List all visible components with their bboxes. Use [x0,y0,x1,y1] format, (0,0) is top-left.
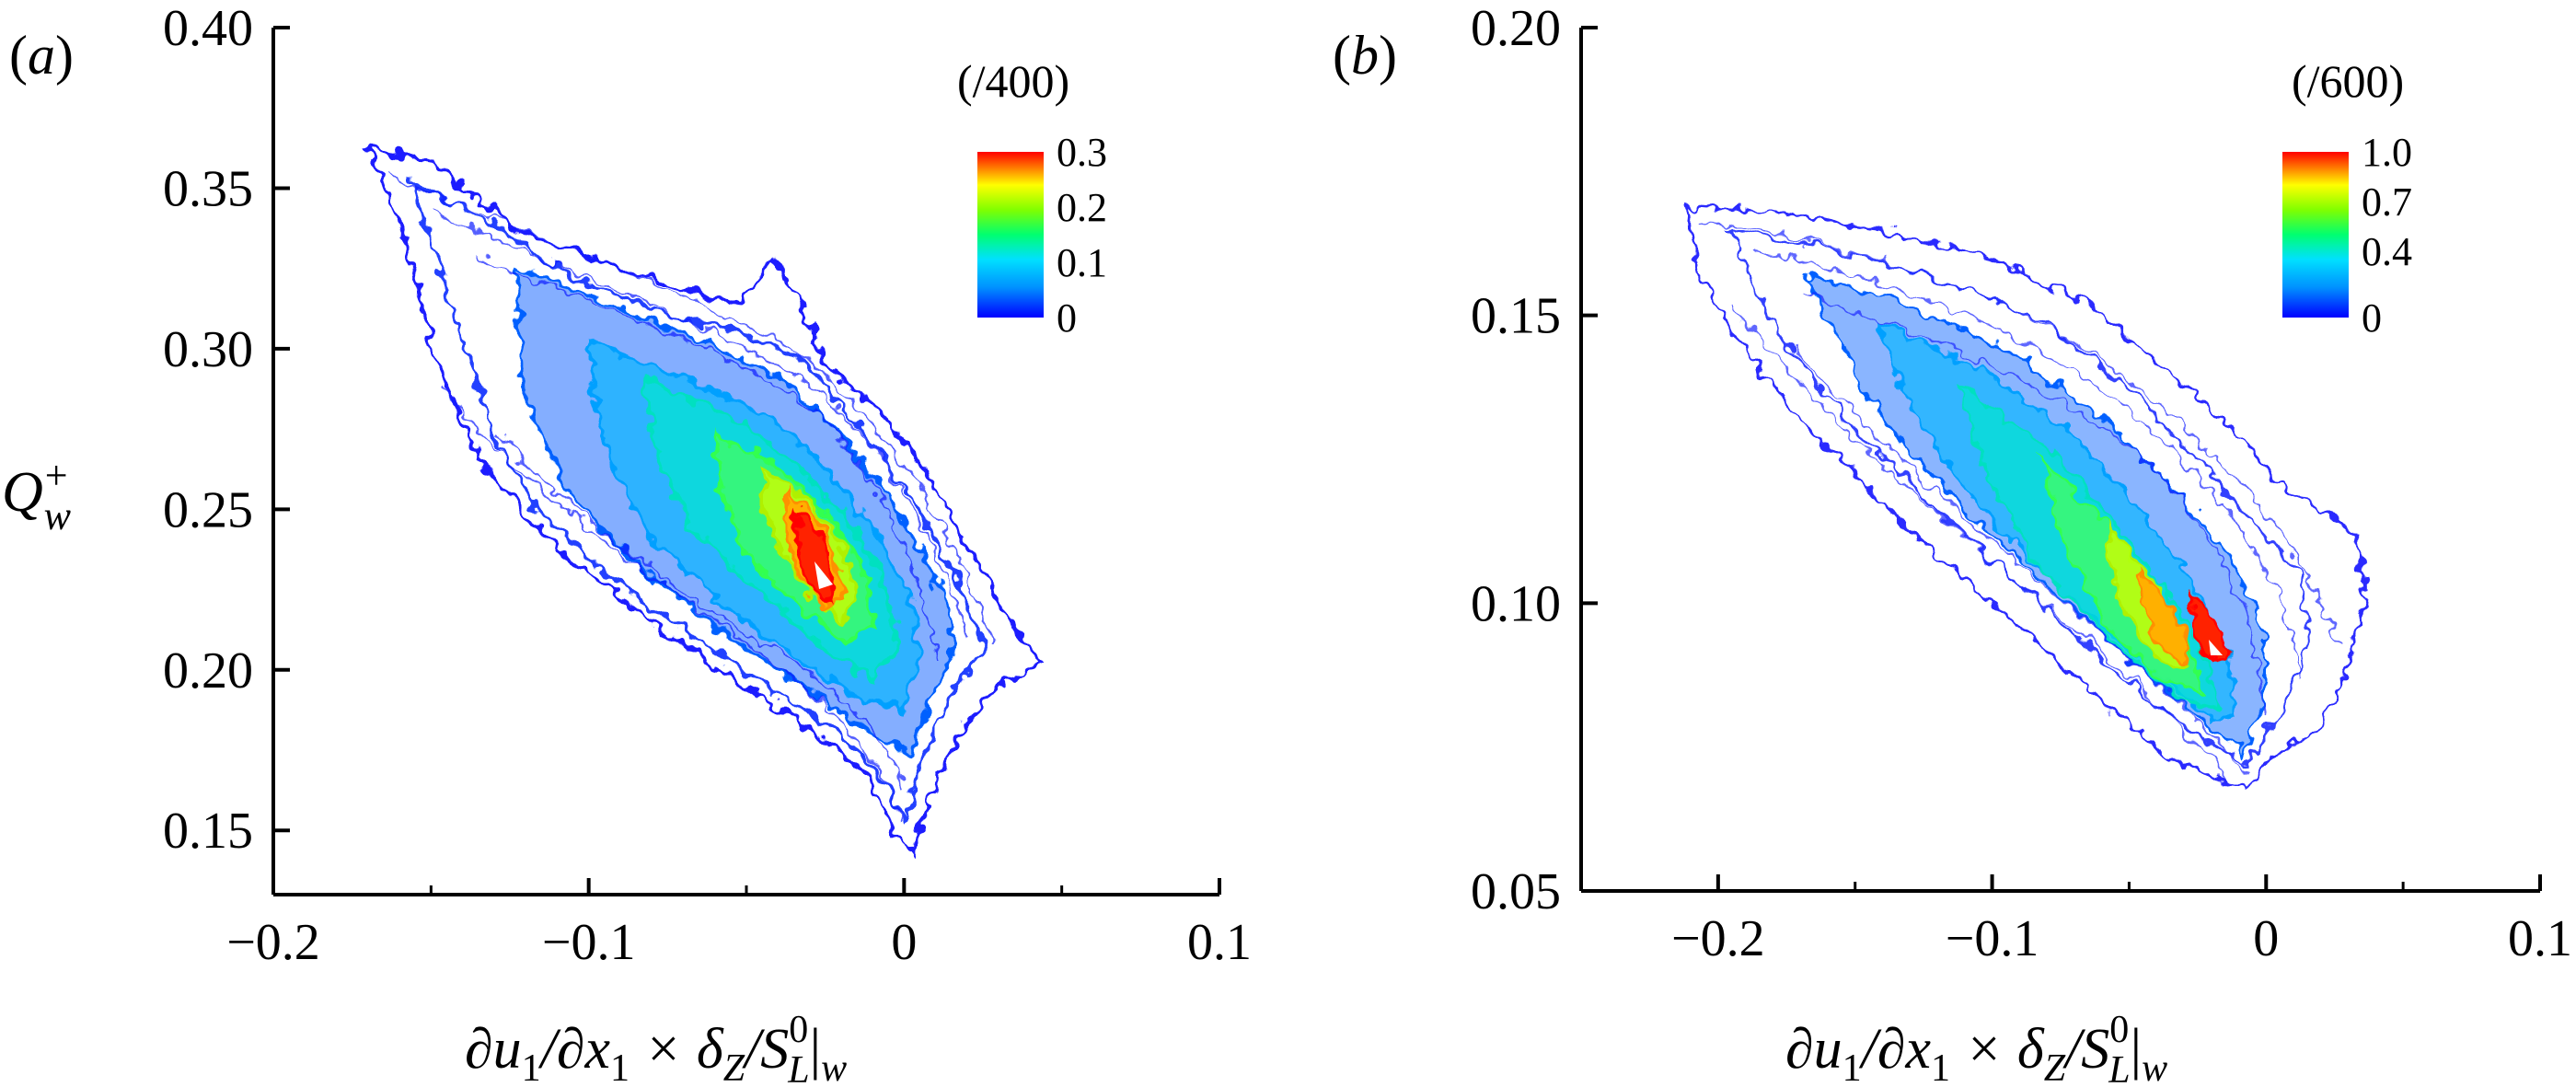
panel-b-ytick-label: 0.10 [1471,575,1561,632]
panel-b-xtick-label: −0.2 [1671,910,1765,967]
panel-b-ytick-label: 0.05 [1471,863,1561,920]
panel-b-axes [1579,28,2540,893]
panel-b-xticks: −0.2 −0.1 0 0.1 [1671,874,2572,967]
panel-b-yticks: 0.05 0.10 0.15 0.20 [1471,0,1598,920]
panel-b-colorbar-title: (/600) [2292,55,2404,107]
panel-b-colorbar-gradient [2282,152,2349,318]
panel-a-contour-field [364,145,1043,855]
panel-b-colorbar-ticks: 1.00.70.4 0 [2362,130,2412,341]
panel-a-ytick-label: 0.25 [163,481,253,538]
panel-a-ylabel-text: Q+ w [2,453,72,538]
panel-a: (a) 0.150.200.250.300.350.40 −0.2 −0.1 0 0.… [2,0,1252,1087]
panel-b-contour-level-0 [1687,205,2367,793]
panel-b-contour-field [1687,205,2367,793]
panel-a-ytick-label: 0.15 [163,803,253,860]
panel-b-ytick-label: 0.15 [1471,288,1561,345]
panel-a-label: (a) [9,25,74,86]
panel-a-contour-lines [386,174,995,820]
panel-b-contour-lines [1702,220,2339,783]
panel-b: (b) 0.05 0.10 0.15 0.20 −0.2 −0.1 0 0.1 [1333,0,2572,1087]
panel-a-xtick-label: −0.2 [226,914,320,971]
panel-b-colorbar-tick-label: 0.4 [2362,229,2412,274]
panel-a-ytick-label: 0.20 [163,642,253,700]
panel-a-ylabel: Q+ w [2,453,72,538]
panel-b-xlabel-text: ∂u1/∂x1 × δZ/S0 L|w [1785,1009,2167,1087]
panel-a-xlabel: ∂u1/∂x1 × δZ/S0 L|w [465,1009,847,1087]
panel-a-ytick-label: 0.35 [163,160,253,217]
panel-a-xticks: −0.2 −0.1 0 0.1 [226,878,1252,971]
panel-a-ytick-label: 0.30 [163,321,253,378]
panel-b-colorbar-tick-label: 0 [2362,295,2382,341]
panel-b-contour-level-7 [2138,566,2192,670]
panel-a-colorbar-tick-label: 0.1 [1057,240,1107,285]
panel-b-contour-level-1 [1727,228,2312,767]
panel-a-yticks: 0.15 0.20 0.25 0.30 0.35 0.40 [163,0,290,860]
panel-b-peak-marker [2209,640,2223,655]
panel-a-colorbar-tick-label: 0 [1057,295,1077,341]
panel-a-peak-marker [814,561,833,589]
panel-a-xlabel-text: ∂u1/∂x1 × δZ/S0 L|w [465,1009,847,1087]
panel-a-colorbar-gradient [977,152,1044,318]
panel-a-colorbar-title: (/400) [957,55,1069,107]
panel-a-colorbar-tick-label: 0.3 [1057,130,1107,175]
panel-a-xtick-label: 0 [891,914,917,971]
panel-b-ytick-label: 0.20 [1471,0,1561,57]
panel-a-contour-level-0 [364,145,1043,855]
panel-b-label: (b) [1333,25,1397,86]
panel-b-xtick-label: 0.1 [2508,910,2572,967]
panel-a-xtick-label: −0.1 [542,914,636,971]
panel-a-xtick-label: 0.1 [1187,914,1252,971]
panel-b-xtick-label: 0 [2253,910,2279,967]
panel-a-colorbar: (/400) 0.3 0.2 0.1 0 [957,55,1107,341]
panel-b-colorbar-tick-label: 1.0 [2362,130,2412,175]
panel-b-colorbar: (/600) 1.00.70.4 0 [2282,55,2412,341]
panel-a-colorbar-tick-label: 0.2 [1057,185,1107,230]
panel-a-ytick-label: 0.40 [163,0,253,57]
panel-b-xtick-label: −0.1 [1946,910,2039,967]
panel-b-contour-level-8 [2189,589,2229,665]
panel-b-xlabel: ∂u1/∂x1 × δZ/S0 L|w [1785,1009,2167,1087]
panel-a-colorbar-ticks: 0.3 0.2 0.1 0 [1057,130,1107,341]
panel-b-colorbar-tick-label: 0.7 [2362,179,2412,225]
